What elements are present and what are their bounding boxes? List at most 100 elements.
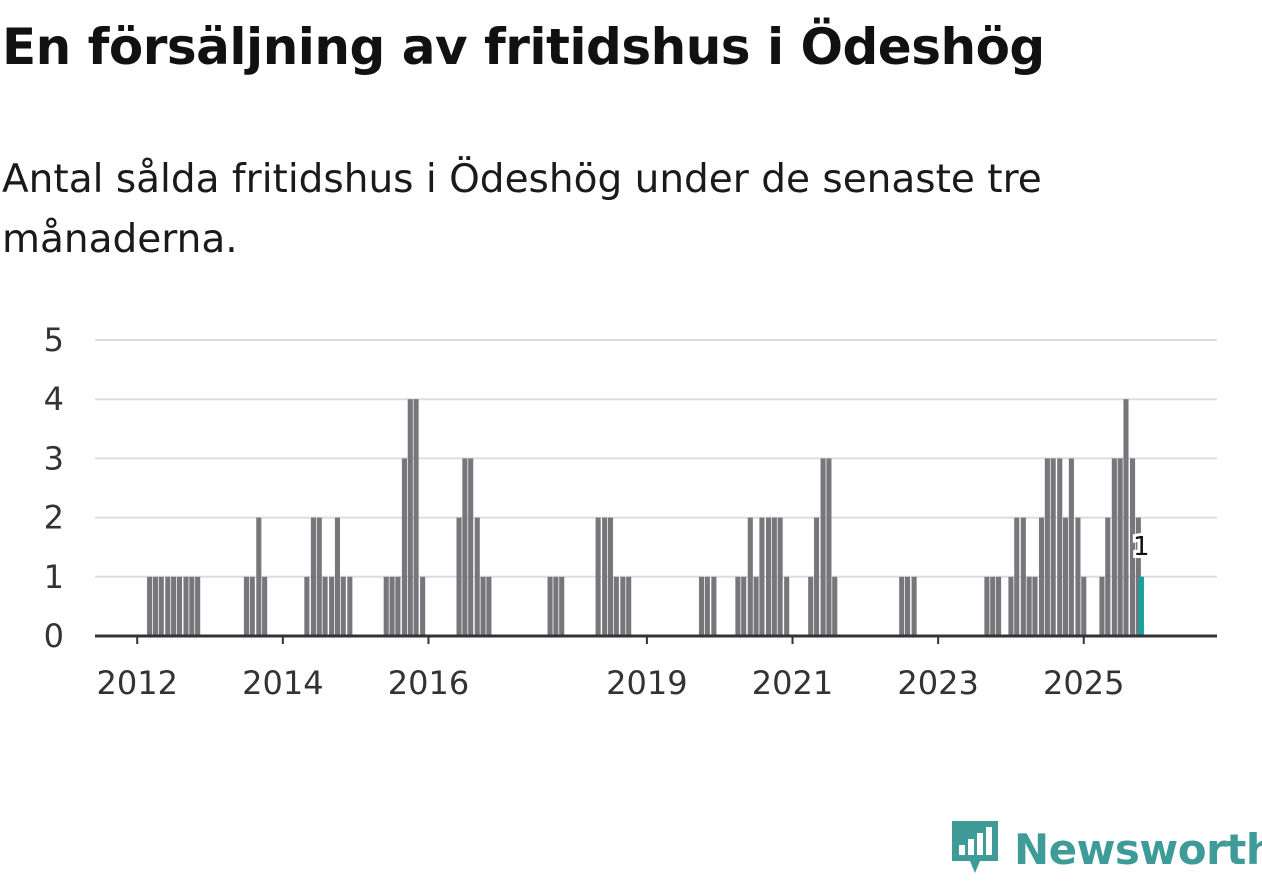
data-label-latest: 1	[1133, 532, 1150, 562]
bar	[395, 576, 401, 636]
bar	[753, 576, 759, 636]
bar	[158, 576, 164, 636]
bar	[304, 576, 310, 636]
x-axis-ticks: 2012 2014 2016 2019 2021 2023 2025	[97, 636, 1124, 702]
bar	[389, 576, 395, 636]
bar	[777, 517, 783, 636]
bar	[602, 517, 608, 636]
bar	[704, 576, 710, 636]
bar	[984, 576, 990, 636]
bar	[316, 517, 322, 636]
x-tick-label: 2025	[1043, 664, 1124, 702]
bar	[171, 576, 177, 636]
bar	[620, 576, 626, 636]
y-tick-label: 3	[44, 439, 64, 477]
bar	[820, 458, 826, 636]
bar	[334, 517, 341, 636]
bar	[1135, 517, 1141, 636]
bar	[183, 576, 189, 636]
bar	[595, 517, 601, 636]
y-tick-label: 4	[44, 380, 64, 418]
bar	[1075, 517, 1081, 636]
bar	[407, 399, 413, 636]
bar	[911, 576, 917, 636]
bar	[996, 576, 1002, 636]
y-tick-label: 2	[44, 499, 64, 537]
bar	[1044, 458, 1050, 636]
bar	[1111, 458, 1117, 636]
bar	[1026, 576, 1032, 636]
bar	[456, 517, 462, 636]
x-tick-label: 2014	[242, 664, 323, 702]
bar	[165, 576, 171, 636]
bar	[329, 576, 335, 636]
bar	[1068, 458, 1074, 636]
bars	[147, 399, 1144, 636]
bar	[784, 576, 790, 636]
bar	[486, 576, 492, 636]
bar	[771, 517, 777, 636]
bar-chart: 0 1 2 3 4 5 2012 2014 2016 2019 2021 2023 2025 1	[44, 321, 1217, 702]
bar	[189, 576, 195, 636]
x-tick-label: 2012	[97, 664, 178, 702]
bar	[1123, 399, 1129, 636]
bar	[905, 576, 911, 636]
bar	[340, 576, 346, 636]
brand-name: Newsworthy	[1014, 824, 1262, 874]
bar	[1008, 576, 1014, 636]
bar	[808, 576, 814, 636]
bar	[1020, 517, 1026, 636]
bar	[711, 576, 717, 636]
bar	[480, 576, 486, 636]
bar	[413, 399, 419, 636]
bar	[547, 576, 553, 636]
bar	[741, 576, 747, 636]
y-tick-label: 5	[44, 321, 64, 359]
bar	[1117, 458, 1123, 636]
bar	[626, 576, 632, 636]
bar	[347, 576, 353, 636]
bar	[607, 517, 614, 636]
bar	[1038, 517, 1045, 636]
bar	[559, 576, 565, 636]
bar	[147, 576, 153, 636]
bar	[1129, 458, 1136, 636]
bar	[813, 517, 820, 636]
bar	[759, 517, 765, 636]
bar	[310, 517, 316, 636]
bar	[1081, 576, 1087, 636]
bar	[1063, 517, 1069, 636]
bar-highlight	[1138, 576, 1144, 636]
bar	[243, 576, 249, 636]
bar	[698, 576, 705, 636]
bar	[249, 576, 255, 636]
bar	[468, 458, 474, 636]
newsworthy-logo-icon	[950, 817, 1000, 881]
bar	[195, 576, 201, 636]
bar	[1099, 576, 1105, 636]
bar	[1032, 576, 1038, 636]
chart-subtitle: Antal sålda fritidshus i Ödeshög under d…	[2, 157, 1042, 262]
bar	[899, 576, 905, 636]
bar	[553, 576, 559, 636]
bar	[176, 576, 183, 636]
bar	[256, 517, 262, 636]
bar	[262, 576, 268, 636]
data-labels: 1	[1130, 529, 1153, 565]
bar	[152, 576, 158, 636]
bar	[322, 576, 328, 636]
bar	[826, 458, 832, 636]
y-tick-label: 0	[44, 617, 64, 655]
bar	[401, 458, 407, 636]
bar	[1105, 517, 1111, 636]
x-tick-label: 2019	[606, 664, 687, 702]
bar	[735, 576, 741, 636]
bar	[420, 576, 426, 636]
bar	[613, 576, 619, 636]
bar	[765, 517, 772, 636]
bar	[747, 517, 753, 636]
bar	[990, 576, 996, 636]
x-tick-label: 2023	[897, 664, 978, 702]
y-axis-ticks: 0 1 2 3 4 5	[44, 321, 64, 655]
y-tick-label: 1	[44, 558, 64, 596]
